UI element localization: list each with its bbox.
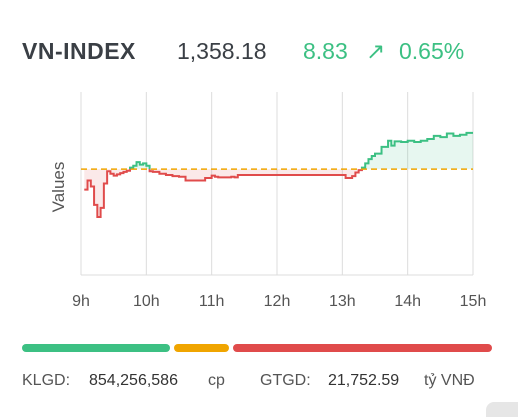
intraday-chart: Values 9h 10h 11h 12h 13h 14h 15h [0, 90, 500, 320]
turnover-label: GTGD: [260, 372, 311, 389]
gain-area [84, 132, 473, 170]
turnover-unit: tỷ VNĐ [424, 372, 475, 389]
index-value: 1,358.18 [177, 38, 267, 64]
price-line-down [84, 169, 363, 219]
loss-area [84, 169, 362, 218]
x-tick-label: 12h [264, 293, 291, 310]
breadth-decliners-segment [233, 344, 492, 352]
turnover-value: 21,752.59 [328, 372, 400, 389]
volume-label: KLGD: [22, 372, 71, 389]
index-change: 8.83 [303, 38, 348, 64]
trend-up-arrow-icon: ↗ [366, 38, 386, 64]
price-line-up [129, 131, 473, 170]
index-header: VN-INDEX 1,358.18 8.83 ↗ 0.65% [22, 36, 492, 70]
volume-unit: cp [208, 372, 225, 389]
market-breadth-bar [22, 344, 492, 352]
index-name: VN-INDEX [22, 38, 136, 64]
chart-canvas: Values 9h 10h 11h 12h 13h 14h 15h [49, 92, 487, 310]
trading-stats: KLGD: 854,256,586 cp GTGD: 21,752.59 tỷ … [22, 372, 502, 394]
index-percent: 0.65% [399, 38, 465, 64]
x-tick-label: 10h [133, 293, 160, 310]
y-axis-label: Values [49, 162, 68, 213]
scroll-top-button[interactable] [486, 402, 518, 417]
x-tick-label: 15h [460, 293, 487, 310]
x-tick-label: 14h [394, 293, 421, 310]
breadth-unchanged-segment [173, 344, 230, 352]
volume-value: 854,256,586 [89, 372, 178, 389]
x-tick-label: 9h [72, 293, 90, 310]
x-tick-label: 13h [329, 293, 356, 310]
x-tick-label: 11h [199, 293, 225, 310]
breadth-advancers-segment [22, 344, 170, 352]
